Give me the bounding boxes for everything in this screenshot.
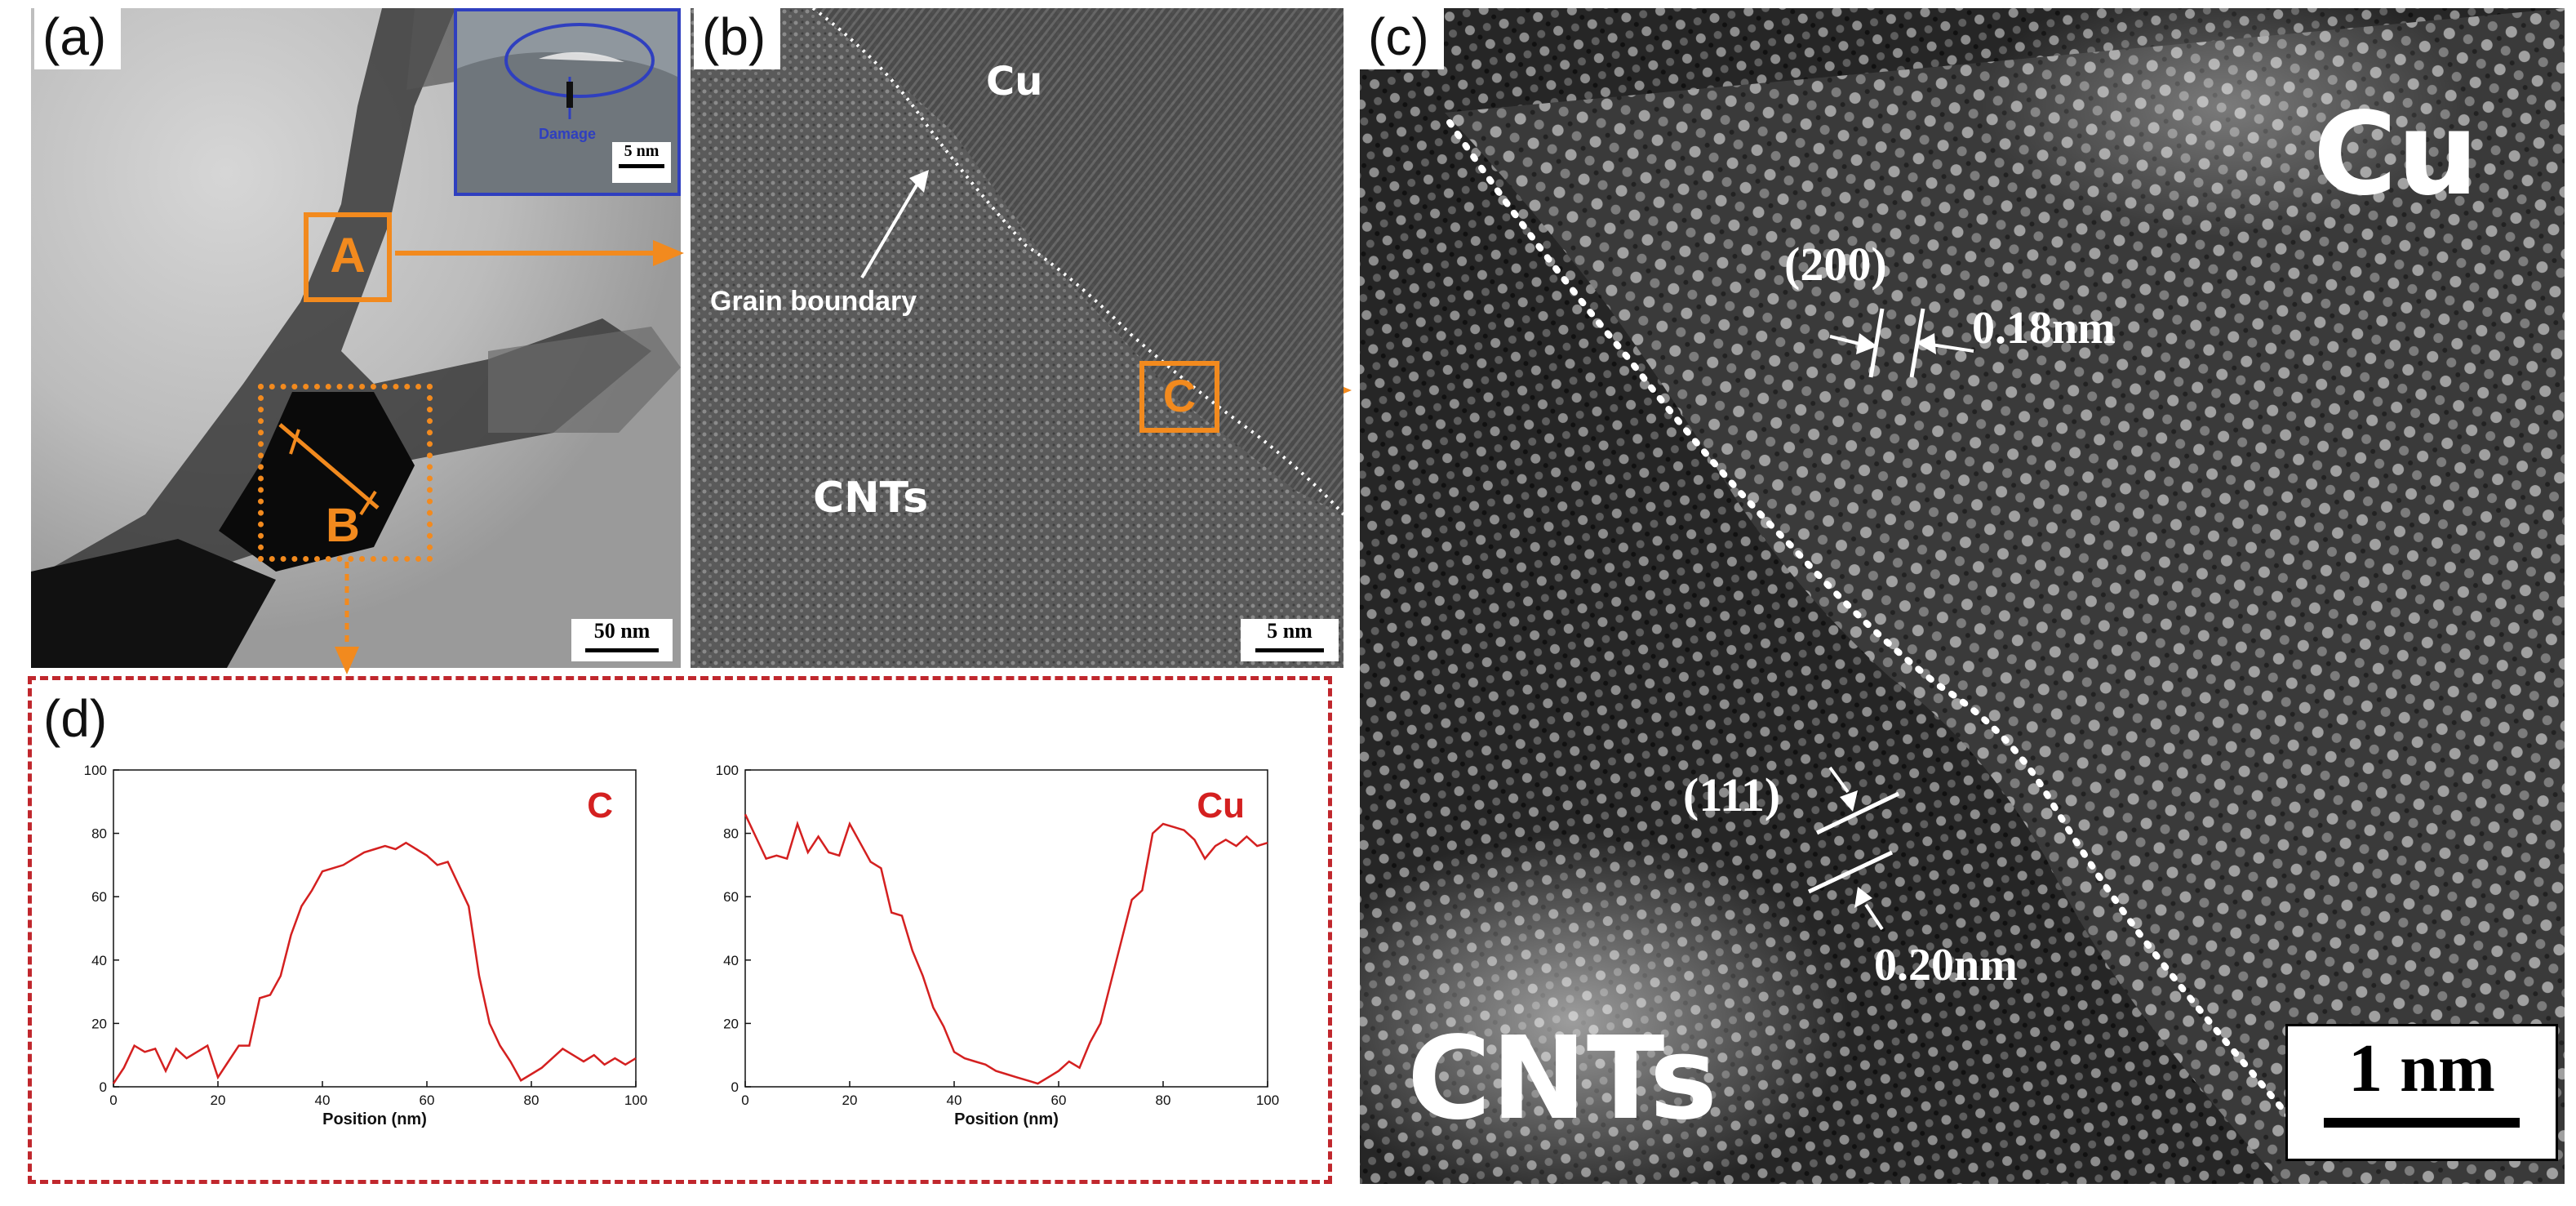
y-tick-label: 0 (731, 1079, 739, 1095)
x-tick-label: 40 (947, 1093, 962, 1108)
spacing-markers (1807, 308, 1974, 931)
series-line-Cu (744, 813, 1268, 1085)
x-tick-label: 100 (624, 1093, 647, 1108)
scale-bar-a-label: 50 nm (593, 619, 651, 643)
x-tick-label: 100 (1256, 1093, 1279, 1108)
x-tick-label: 80 (1156, 1093, 1171, 1108)
scale-bar-b: 5 nm (1241, 619, 1339, 661)
cu-label-c: Cu (2313, 88, 2479, 221)
chart-title-1: Cu (1197, 785, 1245, 826)
panel-d: (d) 0 20 40 60 80 100 0 20 40 60 80 100 Position (nm… (28, 676, 1332, 1184)
y-tick-label: 20 (723, 1016, 739, 1031)
x-tick-label: 20 (211, 1093, 226, 1108)
cnts-label-c: CNTs (1407, 1012, 1718, 1146)
cu-label-b: Cu (986, 59, 1043, 105)
panel-label-c: (c) (1360, 8, 1444, 70)
scale-bar-a: 50 nm (571, 619, 673, 661)
x-tick-label: 60 (1051, 1093, 1067, 1108)
y-tick-label: 100 (84, 763, 107, 778)
x-axis-label: Position (nm) (322, 1110, 427, 1128)
y-tick-label: 80 (723, 826, 739, 842)
y-tick-label: 80 (91, 826, 107, 842)
y-tick-label: 20 (91, 1016, 107, 1031)
box-c: C (1139, 361, 1219, 433)
y-tick-label: 40 (91, 953, 107, 968)
panel-label-a: (a) (34, 8, 122, 70)
box-a: A (304, 212, 392, 302)
x-tick-label: 40 (315, 1093, 331, 1108)
y-tick-label: 100 (716, 763, 739, 778)
x-tick-label: 20 (842, 1093, 858, 1108)
chart-title-0: C (587, 785, 613, 826)
grain-boundary-pointer (860, 170, 929, 279)
scale-bar-c: 1 nm (2285, 1024, 2558, 1161)
plane-111-label: (111) (1683, 768, 1781, 821)
y-tick-label: 60 (723, 889, 739, 905)
x-tick-label: 0 (109, 1093, 117, 1108)
spacing-018-label: 0.18nm (1972, 303, 2116, 354)
damage-ellipse (504, 23, 655, 98)
series-line-C (112, 841, 637, 1084)
grain-boundary-line-b (811, 8, 1344, 516)
panel-label-d: (d) (43, 689, 108, 748)
line-profile-marker (278, 423, 380, 516)
plane-200-label: (200) (1784, 238, 1887, 291)
y-tick-label: 40 (723, 953, 739, 968)
hrtem-image-c (1360, 8, 2565, 1184)
grain-boundary-line-c (1446, 119, 2322, 1155)
box-c-label: C (1162, 370, 1197, 421)
plot-frame-0 (113, 769, 637, 1088)
inset-scale-bar: 5 nm (612, 142, 671, 183)
x-tick-label: 60 (420, 1093, 435, 1108)
grain-boundary-label: Grain boundary (710, 286, 917, 317)
panel-a: Damage 5 nm (a) A B 50 nm (31, 8, 681, 668)
box-a-label: A (330, 228, 366, 283)
scale-bar-b-label: 5 nm (1267, 619, 1312, 643)
y-tick-label: 0 (100, 1079, 107, 1095)
spacing-020-label: 0.20nm (1874, 940, 2018, 990)
panel-c: (c) Cu CNTs (200) 0.18nm (111) 0.20nm 1 … (1360, 8, 2565, 1184)
x-tick-label: 0 (741, 1093, 748, 1108)
line-profile-charts: 0 20 40 60 80 100 0 20 40 60 80 100 Position (nm) C 0 2… (84, 763, 1280, 1128)
box-b (258, 384, 433, 562)
panel-label-b: (b) (694, 8, 781, 70)
x-tick-label: 80 (524, 1093, 540, 1108)
y-tick-label: 60 (91, 889, 107, 905)
tem-image-b (691, 8, 1344, 668)
scale-bar-c-label: 1 nm (2348, 1030, 2495, 1106)
x-axis-label: Position (nm) (954, 1110, 1059, 1128)
plot-frame-1 (744, 769, 1268, 1088)
damage-label: Damage (539, 126, 597, 142)
box-b-label: B (326, 499, 360, 552)
cnts-label-b: CNTs (813, 474, 929, 523)
inset-damage: Damage 5 nm (454, 8, 681, 196)
inset-scale-bar-label: 5 nm (624, 142, 660, 160)
panel-b: (b) Cu Grain boundary CNTs C 5 nm (691, 8, 1344, 668)
